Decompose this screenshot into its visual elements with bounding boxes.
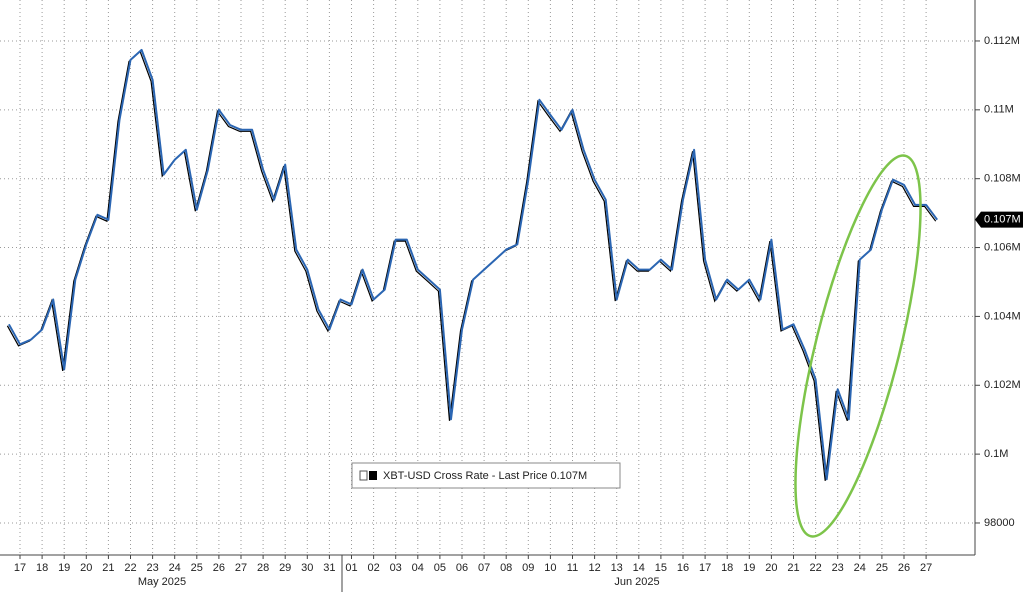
x-tick-label: 22 xyxy=(124,562,136,574)
x-tick-label: 10 xyxy=(544,562,556,574)
y-tick-label: 0.1M xyxy=(984,448,1008,460)
month-label: May 2025 xyxy=(138,576,186,588)
x-tick-label: 06 xyxy=(456,562,468,574)
x-tick-label: 04 xyxy=(412,562,424,574)
x-tick-label: 16 xyxy=(677,562,689,574)
x-tick-label: 01 xyxy=(345,562,357,574)
y-tick-label: 98000 xyxy=(984,517,1015,529)
legend-label: XBT-USD Cross Rate - Last Price 0.107M xyxy=(383,470,587,482)
x-tick-label: 30 xyxy=(301,562,313,574)
x-tick-label: 14 xyxy=(633,562,645,574)
x-tick-label: 11 xyxy=(567,562,578,574)
x-tick-label: 19 xyxy=(743,562,755,574)
last-price-tag xyxy=(975,211,1023,228)
y-tick-label: 0.11M xyxy=(984,104,1014,116)
x-tick-label: 21 xyxy=(102,562,114,574)
grid xyxy=(0,0,975,555)
x-tick-label: 22 xyxy=(809,562,821,574)
x-tick-label: 02 xyxy=(367,562,379,574)
x-tick-label: 18 xyxy=(36,562,48,574)
x-tick-label: 13 xyxy=(611,562,623,574)
x-tick-label: 24 xyxy=(854,562,866,574)
x-tick-label: 31 xyxy=(323,562,335,574)
x-tick-label: 20 xyxy=(765,562,777,574)
x-tick-label: 17 xyxy=(699,562,711,574)
x-tick-label: 25 xyxy=(191,562,203,574)
y-tick-label: 0.108M xyxy=(984,173,1021,185)
highlight-ellipse xyxy=(794,154,922,538)
x-tick-label: 15 xyxy=(655,562,667,574)
x-tick-label: 28 xyxy=(257,562,269,574)
x-tick-label: 27 xyxy=(235,562,247,574)
legend-swatch-outline xyxy=(359,470,368,481)
y-tick-label: 0.112M xyxy=(984,35,1020,47)
x-tick-label: 09 xyxy=(522,562,534,574)
legend-box xyxy=(351,462,621,489)
x-tick-label: 24 xyxy=(169,562,181,574)
plot xyxy=(6,48,938,481)
y-tick-label: 0.102M xyxy=(984,379,1021,391)
x-tick-label: 03 xyxy=(390,562,402,574)
y-tick-label: 0.104M xyxy=(984,310,1021,322)
x-tick-label: 08 xyxy=(500,562,512,574)
price-line xyxy=(8,48,938,481)
month-label: Jun 2025 xyxy=(614,576,659,588)
x-tick-label: 20 xyxy=(80,562,92,574)
legend-swatch xyxy=(369,471,377,480)
x-tick-label: 26 xyxy=(898,562,910,574)
x-tick-label: 23 xyxy=(146,562,158,574)
x-tick-label: 25 xyxy=(876,562,888,574)
x-tick-label: 23 xyxy=(832,562,844,574)
x-tick-label: 12 xyxy=(588,562,600,574)
x-tick-label: 05 xyxy=(434,562,446,574)
x-tick-label: 21 xyxy=(787,562,799,574)
x-tick-label: 07 xyxy=(478,562,490,574)
last-price-label: 0.107M xyxy=(984,214,1021,226)
y-tick-label: 0.106M xyxy=(984,241,1021,253)
x-tick-label: 17 xyxy=(14,562,26,574)
x-tick-label: 19 xyxy=(58,562,70,574)
legend: XBT-USD Cross Rate - Last Price 0.107M xyxy=(351,462,621,489)
x-tick-label: 29 xyxy=(279,562,291,574)
x-tick-label: 18 xyxy=(721,562,733,574)
x-tick-label: 27 xyxy=(920,562,932,574)
price-line-shadow xyxy=(6,50,937,481)
x-tick-label: 26 xyxy=(213,562,225,574)
